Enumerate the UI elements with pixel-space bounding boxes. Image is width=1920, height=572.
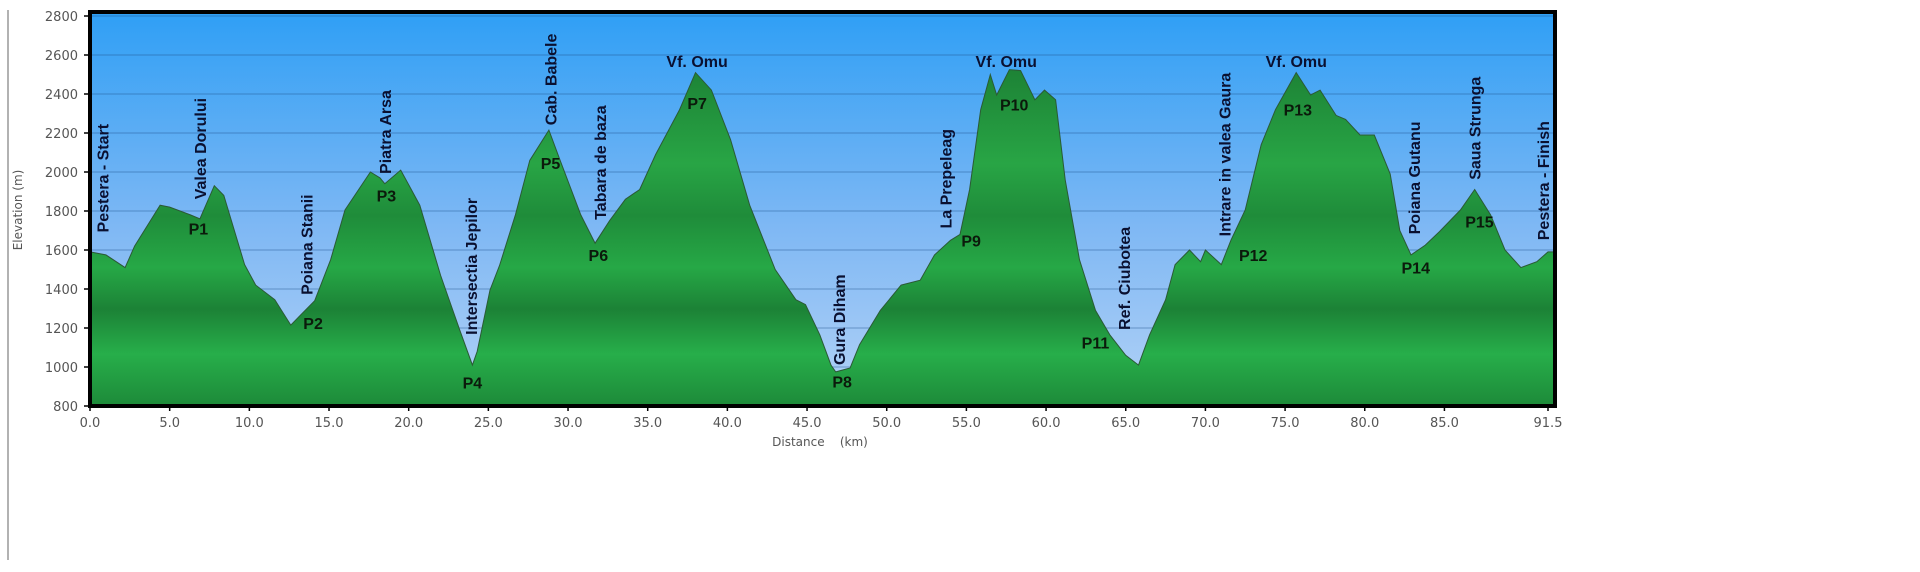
checkpoint-label: P12 <box>1239 248 1268 265</box>
y-tick-label: 1400 <box>45 283 78 298</box>
x-tick-label: 60.0 <box>1032 416 1061 431</box>
x-tick-label: 30.0 <box>554 416 583 431</box>
x-tick-label: 91.5 <box>1534 416 1563 431</box>
place-label: La Prepeleag <box>939 129 956 229</box>
place-label: Pestera - Start <box>96 123 113 232</box>
checkpoint-label: P10 <box>1000 98 1029 115</box>
y-tick-label: 2000 <box>45 166 78 181</box>
x-tick-label: 55.0 <box>952 416 981 431</box>
place-label: Pestera - Finish <box>1536 121 1553 240</box>
place-label: Tabara de baza <box>593 105 610 220</box>
checkpoint-label: P1 <box>189 222 209 239</box>
checkpoint-label: P4 <box>463 376 483 393</box>
x-tick-label: 40.0 <box>713 416 742 431</box>
checkpoint-label: P15 <box>1465 215 1494 232</box>
place-label: Valea Dorului <box>193 98 210 199</box>
x-tick-label: 45.0 <box>793 416 822 431</box>
x-tick-label: 15.0 <box>315 416 344 431</box>
place-label: Gura Diham <box>832 274 849 365</box>
x-tick-label: 65.0 <box>1111 416 1140 431</box>
y-tick-label: 1200 <box>45 322 78 337</box>
checkpoint-label: P7 <box>687 96 707 113</box>
x-tick-label: 0.0 <box>80 416 101 431</box>
place-label: Intersectia Jepilor <box>464 198 481 335</box>
y-tick-label: 1800 <box>45 205 78 220</box>
x-tick-label: 10.0 <box>235 416 264 431</box>
x-tick-label: 25.0 <box>474 416 503 431</box>
elevation-area <box>89 69 1556 407</box>
x-tick-label: 70.0 <box>1191 416 1220 431</box>
plot-frame <box>88 10 1557 408</box>
y-tick-label: 2600 <box>45 49 78 64</box>
checkpoint-label: P2 <box>303 316 323 333</box>
y-tick-label: 1000 <box>45 361 78 376</box>
x-axis-label: Distance (km) <box>772 435 868 449</box>
x-tick-label: 5.0 <box>159 416 180 431</box>
place-label: Cab. Babele <box>544 34 561 126</box>
checkpoint-label: P14 <box>1402 261 1431 278</box>
x-tick-label: 75.0 <box>1271 416 1300 431</box>
place-label: Ref. Ciubotea <box>1117 227 1134 330</box>
x-tick-label: 20.0 <box>394 416 423 431</box>
place-label: Intrare in valea Gaura <box>1218 73 1235 237</box>
place-label: Vf. Omu <box>666 54 727 71</box>
checkpoint-label: P6 <box>589 248 609 265</box>
y-tick-label: 2800 <box>45 10 78 25</box>
checkpoint-label: P13 <box>1284 103 1313 120</box>
place-label: Poiana Gutanu <box>1407 121 1424 234</box>
checkpoint-label: P11 <box>1082 336 1110 353</box>
y-axis: 800 1000 1200 1400 1600 1800 2000 2200 2400 2600 2… <box>45 10 90 415</box>
y-axis-label: Elevation (m) <box>11 170 25 251</box>
place-labels: Pestera - Start Valea Dorului Poiana Stani… <box>96 34 1553 366</box>
checkpoint-label: P3 <box>377 188 397 205</box>
place-label: Piatra Arsa <box>378 90 395 174</box>
y-tick-label: 800 <box>53 400 78 415</box>
place-label: Vf. Omu <box>1266 54 1327 71</box>
x-tick-label: 50.0 <box>872 416 901 431</box>
place-label: Saua Strunga <box>1468 77 1485 180</box>
y-tick-label: 1600 <box>45 244 78 259</box>
checkpoint-label: P8 <box>832 375 852 392</box>
checkpoint-labels: P1 P2 P3 P4 P5 P6 P7 P8 P9 P10 P11 P12 P13 P14 P15 <box>189 96 1494 393</box>
place-label: Vf. Omu <box>976 54 1037 71</box>
y-tick-label: 2200 <box>45 127 78 142</box>
x-tick-label: 85.0 <box>1430 416 1459 431</box>
checkpoint-label: P9 <box>961 233 981 250</box>
y-tick-label: 2400 <box>45 88 78 103</box>
checkpoint-label: P5 <box>541 156 561 173</box>
place-label: Poiana Stanii <box>300 194 317 294</box>
x-axis: 0.0 5.0 10.0 15.0 20.0 25.0 30.0 35.0 40.0 45.0 50… <box>80 406 1563 431</box>
x-tick-label: 35.0 <box>633 416 662 431</box>
x-tick-label: 80.0 <box>1350 416 1379 431</box>
